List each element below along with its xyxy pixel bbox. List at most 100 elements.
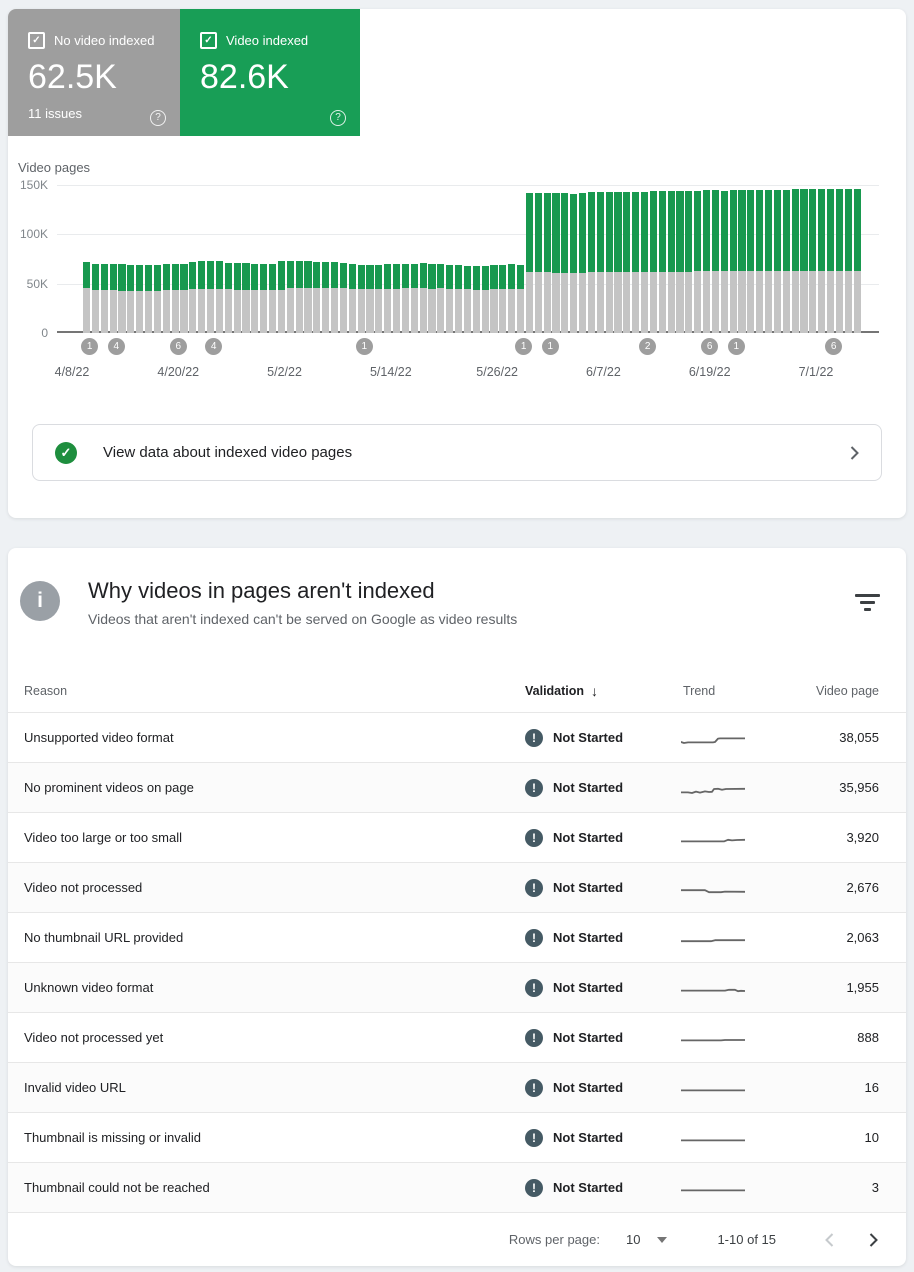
table-row[interactable]: No thumbnail URL provided! Not Started 2,0… bbox=[8, 912, 906, 962]
chart-marker-badge[interactable]: 4 bbox=[107, 338, 125, 355]
chart-bar[interactable] bbox=[419, 185, 427, 333]
chart-bar[interactable] bbox=[366, 185, 374, 333]
chart-bar[interactable] bbox=[304, 185, 312, 333]
chart-bar[interactable] bbox=[242, 185, 250, 333]
chart-bar[interactable] bbox=[463, 185, 472, 333]
chart-bar[interactable] bbox=[747, 185, 755, 333]
metric-card-video-indexed[interactable]: ✓ Video indexed 82.6K ? bbox=[180, 9, 360, 136]
chart-bar[interactable] bbox=[127, 185, 135, 333]
chart-bar[interactable] bbox=[632, 185, 640, 333]
chart-bar[interactable] bbox=[357, 185, 365, 333]
chart-bar[interactable] bbox=[570, 185, 578, 333]
chart-bar[interactable] bbox=[251, 185, 259, 333]
chart-marker-badge[interactable]: 1 bbox=[515, 338, 533, 355]
chart-bar[interactable] bbox=[587, 185, 596, 333]
chart-bar[interactable] bbox=[286, 185, 294, 333]
chart-bar[interactable] bbox=[773, 185, 782, 333]
chart-marker-badge[interactable]: 6 bbox=[169, 338, 187, 355]
chart-bar[interactable] bbox=[729, 185, 737, 333]
chart-marker-badge[interactable]: 6 bbox=[825, 338, 843, 355]
chart-bar[interactable] bbox=[516, 185, 525, 333]
chart-bar[interactable] bbox=[782, 185, 790, 333]
chart-bar[interactable] bbox=[144, 185, 153, 333]
chart-bar[interactable] bbox=[667, 185, 675, 333]
chart-bar[interactable] bbox=[295, 185, 303, 333]
chart-bar[interactable] bbox=[481, 185, 489, 333]
chart-bar[interactable] bbox=[428, 185, 436, 333]
chart-bar[interactable] bbox=[791, 185, 799, 333]
table-row[interactable]: Video not processed yet! Not Started 888 bbox=[8, 1012, 906, 1062]
chart-bar[interactable] bbox=[384, 185, 392, 333]
chart-bar[interactable] bbox=[410, 185, 418, 333]
chart-bar[interactable] bbox=[153, 185, 162, 333]
chart-bar[interactable] bbox=[437, 185, 445, 333]
chart-marker-badge[interactable]: 4 bbox=[205, 338, 223, 355]
chart-bar[interactable] bbox=[543, 185, 551, 333]
chart-bar[interactable] bbox=[534, 185, 542, 333]
chart-bar[interactable] bbox=[162, 185, 170, 333]
chart-bar[interactable] bbox=[118, 185, 126, 333]
chart-bar[interactable] bbox=[826, 185, 835, 333]
table-row[interactable]: Thumbnail could not be reached! Not Start… bbox=[8, 1162, 906, 1212]
column-header-trend[interactable]: Trend bbox=[683, 684, 716, 698]
chart-marker-badge[interactable]: 1 bbox=[727, 338, 745, 355]
chart-bar[interactable] bbox=[694, 185, 702, 333]
chart-bar[interactable] bbox=[313, 185, 321, 333]
chart-bar[interactable] bbox=[472, 185, 480, 333]
chart-bar[interactable] bbox=[561, 185, 569, 333]
chart-bar[interactable] bbox=[640, 185, 649, 333]
chart-bar[interactable] bbox=[853, 185, 861, 333]
chart-bar[interactable] bbox=[720, 185, 728, 333]
chart-bar[interactable] bbox=[330, 185, 339, 333]
chart-bar[interactable] bbox=[818, 185, 826, 333]
chart-bar[interactable] bbox=[764, 185, 773, 333]
chart-bar[interactable] bbox=[844, 185, 852, 333]
chart-bar[interactable] bbox=[375, 185, 383, 333]
help-icon[interactable]: ? bbox=[150, 110, 166, 126]
video-indexed-checkbox[interactable]: ✓ bbox=[200, 32, 217, 49]
filter-icon[interactable] bbox=[852, 589, 882, 615]
chart-bar[interactable] bbox=[508, 185, 516, 333]
column-header-reason[interactable]: Reason bbox=[24, 684, 68, 698]
table-row[interactable]: Thumbnail is missing or invalid! Not Star… bbox=[8, 1112, 906, 1162]
chart-bar[interactable] bbox=[756, 185, 764, 333]
table-row[interactable]: Video too large or too small! Not Started… bbox=[8, 812, 906, 862]
metric-card-no-video-indexed[interactable]: ✓ No video indexed 62.5K 11 issues ? bbox=[8, 9, 180, 136]
chart-bar[interactable] bbox=[224, 185, 232, 333]
table-row[interactable]: Unknown video format! Not Started 1,955 bbox=[8, 962, 906, 1012]
chart-marker-badge[interactable]: 6 bbox=[701, 338, 719, 355]
chart-bar[interactable] bbox=[277, 185, 286, 333]
chart-bar[interactable] bbox=[322, 185, 330, 333]
chart-bar[interactable] bbox=[499, 185, 507, 333]
dropdown-arrow-icon[interactable] bbox=[657, 1236, 668, 1243]
table-row[interactable]: Video not processed! Not Started 2,676 bbox=[8, 862, 906, 912]
chart-bar[interactable] bbox=[578, 185, 587, 333]
column-header-validation[interactable]: Validation ↓ bbox=[525, 683, 599, 699]
chart-bar[interactable] bbox=[702, 185, 711, 333]
chart-bar[interactable] bbox=[809, 185, 817, 333]
chart-bar[interactable] bbox=[658, 185, 666, 333]
chart-bar[interactable] bbox=[605, 185, 613, 333]
chart-bar[interactable] bbox=[649, 185, 658, 333]
chart-marker-badge[interactable]: 1 bbox=[355, 338, 373, 355]
chart-bar[interactable] bbox=[180, 185, 188, 333]
rows-per-page-select[interactable]: 10 bbox=[625, 1232, 641, 1247]
chart-marker-badge[interactable]: 1 bbox=[81, 338, 99, 355]
view-indexed-pages-banner[interactable]: ✓ View data about indexed video pages bbox=[32, 424, 882, 481]
chart-bar[interactable] bbox=[685, 185, 693, 333]
next-page-button[interactable] bbox=[858, 1225, 888, 1255]
chart-bar[interactable] bbox=[348, 185, 356, 333]
chart-bar[interactable] bbox=[525, 185, 534, 333]
chart-bar[interactable] bbox=[189, 185, 197, 333]
chart-bar[interactable] bbox=[260, 185, 268, 333]
chart-bar[interactable] bbox=[109, 185, 117, 333]
chart-bar[interactable] bbox=[454, 185, 463, 333]
table-row[interactable]: Invalid video URL! Not Started 16 bbox=[8, 1062, 906, 1112]
table-row[interactable]: Unsupported video format! Not Started 38,0… bbox=[8, 712, 906, 762]
chart-bar[interactable] bbox=[171, 185, 179, 333]
chart-bar[interactable] bbox=[83, 185, 91, 333]
chart-bar[interactable] bbox=[100, 185, 108, 333]
chart-bar[interactable] bbox=[676, 185, 684, 333]
help-icon[interactable]: ? bbox=[330, 110, 346, 126]
column-header-video-page[interactable]: Video page bbox=[815, 684, 879, 698]
